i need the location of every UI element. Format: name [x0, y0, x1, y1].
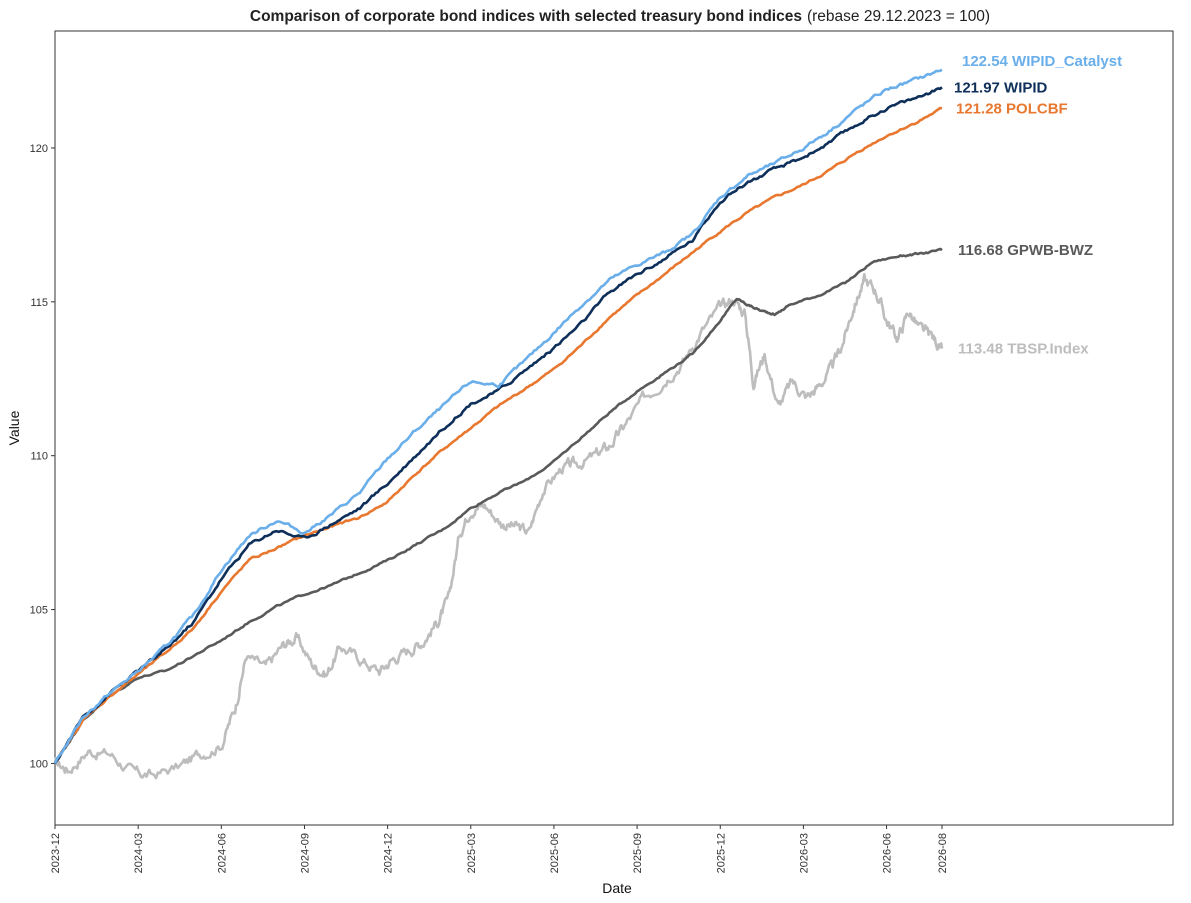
series-lines: [53, 68, 944, 780]
x-tick-label: 2026-08: [937, 833, 949, 873]
x-tick-label: 2024-03: [133, 833, 145, 873]
y-tick-label: 115: [30, 297, 48, 309]
chart-title: Comparison of corporate bond indices wit…: [250, 8, 990, 25]
x-tick-label: 2025-12: [715, 833, 727, 873]
x-tick-label: 2026-03: [798, 833, 810, 873]
series-line-wipid-catalyst: [53, 68, 943, 764]
x-tick-label: 2025-03: [466, 833, 478, 873]
end-labels: 113.48 TBSP.Index 116.68 GPWB-BWZ 121.28 P…: [954, 53, 1122, 358]
end-label-tbsp-index: 113.48 TBSP.Index: [958, 341, 1089, 358]
series-line-tbsp-index: [53, 272, 944, 780]
y-tick-label: 120: [30, 143, 48, 155]
y-axis: 100 105 110 115 120: [30, 143, 55, 770]
y-tick-label: 100: [30, 758, 48, 770]
chart-title-subtitle: (rebase 29.12.2023 = 100): [807, 8, 990, 25]
x-tick-label: 2024-12: [383, 833, 395, 873]
series-line-gpwb-bwz: [53, 247, 943, 765]
plot-panel-border: [54, 30, 1174, 826]
series-line-wipid: [53, 86, 943, 765]
x-axis-title: Date: [602, 880, 632, 896]
end-label-wipid-catalyst: 122.54 WIPID_Catalyst: [962, 53, 1122, 70]
x-tick-label: 2023-12: [50, 833, 62, 873]
x-tick-label: 2025-06: [549, 833, 561, 873]
y-axis-title: Value: [6, 410, 22, 445]
y-tick-label: 110: [30, 451, 48, 463]
y-tick-label: 105: [30, 605, 48, 617]
x-tick-label: 2025-09: [632, 833, 644, 873]
x-axis: 2023-12 2024-03 2024-06 2024-09 2024-12 2025-…: [50, 825, 949, 873]
end-label-wipid: 121.97 WIPID: [954, 79, 1048, 96]
end-label-polcbf: 121.28 POLCBF: [956, 101, 1068, 118]
x-tick-label: 2024-09: [299, 833, 311, 873]
end-label-gpwb-bwz: 116.68 GPWB-BWZ: [958, 242, 1093, 259]
chart-title-main: Comparison of corporate bond indices wit…: [250, 8, 802, 25]
x-tick-label: 2024-06: [216, 833, 228, 873]
x-tick-label: 2026-06: [882, 833, 894, 873]
series-line-polcbf: [53, 106, 943, 765]
